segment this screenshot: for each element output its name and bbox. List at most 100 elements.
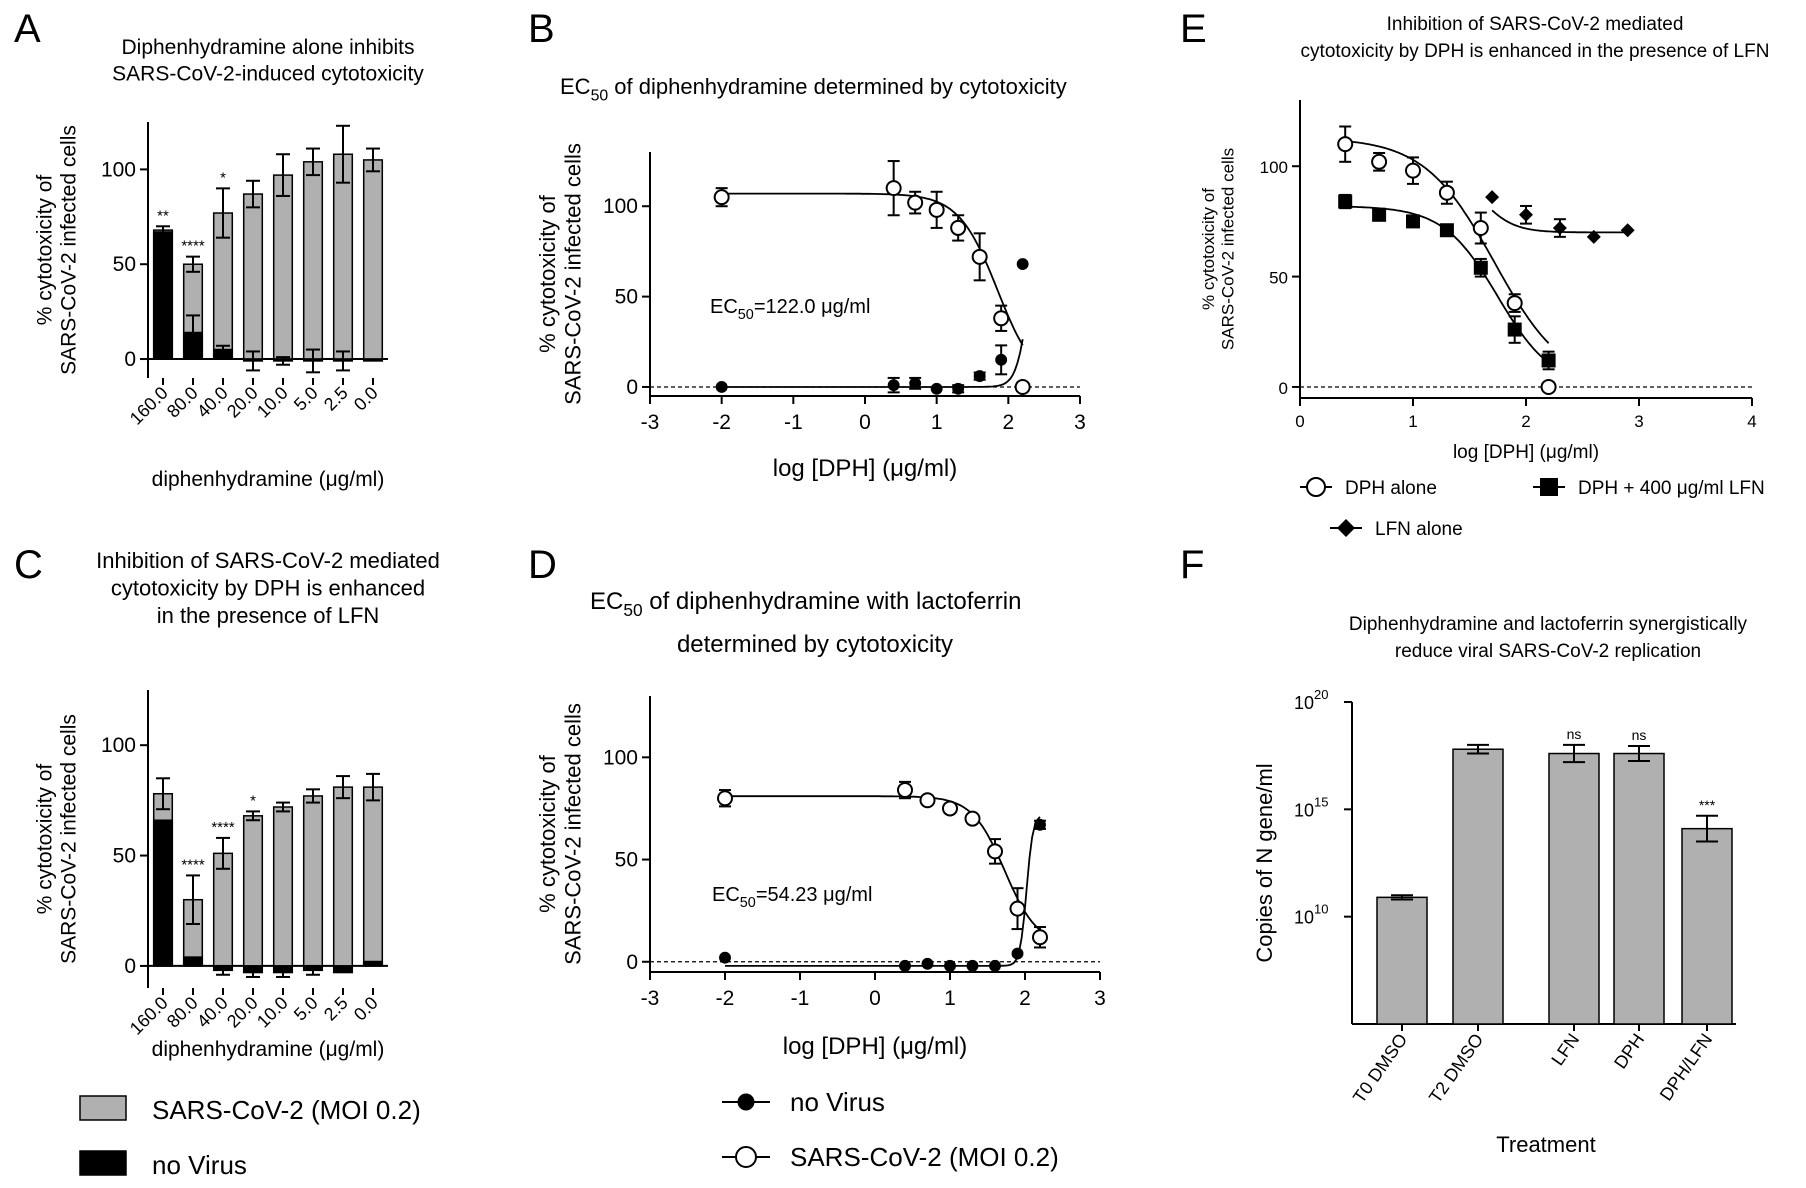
chart-title-e: cytotoxicity by DPH is enhanced in the p… <box>1301 41 1770 62</box>
data-point <box>1506 295 1523 312</box>
x-tick-label: T2 DMSO <box>1425 1030 1487 1107</box>
bar-virus <box>242 193 264 360</box>
panel-letter-a: A <box>14 7 41 51</box>
y-tick-label: 100 <box>101 734 136 757</box>
data-point <box>987 843 1003 860</box>
y-tick-label: 0 <box>626 376 638 399</box>
x-tick-label-group: 80.0 <box>163 993 202 1032</box>
x-tick-label-group: 80.0 <box>163 383 202 422</box>
x-tick-label-group: 10.0 <box>253 383 292 422</box>
x-tick-label: 40.0 <box>193 383 232 422</box>
bar-no-virus <box>182 956 204 967</box>
legend-ac: SARS-CoV-2 (MOI 0.2) no Virus <box>79 1095 421 1180</box>
legend-label: SARS-CoV-2 (MOI 0.2) <box>790 1142 1059 1172</box>
x-tick-label: 2 <box>1002 411 1014 434</box>
x-tick-label: LFN <box>1547 1030 1583 1069</box>
legend-marker <box>737 1093 755 1111</box>
data-point <box>1438 184 1455 201</box>
bar-no-virus <box>332 965 354 974</box>
data-point <box>1014 378 1031 395</box>
x-tick-label: 5.0 <box>290 993 322 1025</box>
data-point <box>930 382 943 395</box>
data-point <box>907 194 924 211</box>
x-tick-label-group: 2.5 <box>320 383 352 415</box>
chart-title: Inhibition of SARS-CoV-2 mediated <box>96 548 440 573</box>
x-tick-label: -1 <box>791 987 810 1010</box>
bar-virus <box>362 159 384 360</box>
data-point <box>1586 229 1601 244</box>
x-tick-label: 0.0 <box>350 993 382 1025</box>
x-axis-title: log [DPH] (μg/ml) <box>783 1033 968 1060</box>
x-tick-label-group: 10.0 <box>253 993 292 1032</box>
legend-marker <box>735 1146 757 1168</box>
data-point <box>1406 214 1420 229</box>
data-point <box>1337 136 1354 153</box>
legend-swatch <box>79 1095 127 1121</box>
panel-a: Diphenhydramine alone inhibits SARS-CoV-2… <box>33 36 424 491</box>
y-tick-label: 0 <box>1279 379 1288 398</box>
significance-label: ns <box>1567 726 1582 742</box>
data-point <box>1016 258 1029 271</box>
bar-treatment <box>1376 896 1428 1025</box>
panel-letter-b: B <box>528 7 555 51</box>
data-point <box>717 790 733 807</box>
legend-marker <box>1306 477 1326 497</box>
x-tick-label: 3 <box>1634 412 1643 431</box>
chart-title: cytotoxicity by DPH is enhanced <box>111 576 425 601</box>
x-tick-label: 10.0 <box>253 383 292 422</box>
data-point <box>1439 223 1454 238</box>
y-tick-exponent: 10 <box>1314 902 1328 917</box>
x-tick-label: -2 <box>712 411 731 434</box>
panel-b: 0 50 100 -3 -2 -1 0 1 2 3 log [DPH] (μg/ml) % cytot… <box>535 143 1086 482</box>
bar-virus <box>272 174 294 360</box>
legend-e: DPH alone DPH + 400 μg/ml LFN LFN alone <box>1300 477 1765 540</box>
x-tick-label-group: LFN <box>1547 1030 1583 1069</box>
panel-letter-c: C <box>14 543 43 587</box>
y-tick-label: 10 <box>1294 693 1314 713</box>
y-axis-title-line: Copies of N gene/ml <box>1252 763 1277 962</box>
significance-label: ** <box>157 207 169 224</box>
x-tick-label: 1 <box>931 411 943 434</box>
x-tick-label: -3 <box>641 987 660 1010</box>
x-tick-label-group: T0 DMSO <box>1349 1030 1411 1107</box>
significance-label: **** <box>181 856 205 873</box>
x-tick-label: 0 <box>869 987 881 1010</box>
data-point <box>1472 220 1489 237</box>
panel-d: 0 50 100 -3 -2 -1 0 1 2 3 log [DPH] (μg/ml) % cytot… <box>535 696 1106 1060</box>
legend-label: no Virus <box>790 1087 885 1117</box>
data-point <box>1032 929 1048 946</box>
y-tick-label: 100 <box>101 158 136 181</box>
x-tick-label-group: DPH/LFN <box>1656 1030 1717 1105</box>
significance-label: ns <box>1632 727 1647 743</box>
legend-swatch <box>79 1150 127 1176</box>
y-tick-label: 100 <box>603 746 638 769</box>
y-axis-title: % cytotoxicity of SARS-CoV-2 infected cel… <box>1199 148 1238 350</box>
panel-c: Inhibition of SARS-CoV-2 mediated cytotox… <box>33 548 440 1061</box>
x-tick-label-group: 40.0 <box>193 993 232 1032</box>
chart-title: Diphenhydramine alone inhibits <box>121 36 414 59</box>
y-tick-exponent: 15 <box>1314 794 1328 809</box>
fit-curve <box>725 816 1041 967</box>
y-axis-title: % cytotoxicity of SARS-CoV-2 infected cel… <box>535 143 585 405</box>
data-point <box>1541 353 1556 368</box>
data-point <box>1519 207 1533 222</box>
data-point <box>1552 221 1567 236</box>
y-axis-title: % cytotoxicity of SARS-CoV-2 infected cel… <box>535 703 585 965</box>
x-tick-label: DPH <box>1610 1030 1648 1073</box>
chart-title-e: Inhibition of SARS-CoV-2 mediated <box>1387 14 1684 35</box>
x-tick-label: DPH/LFN <box>1656 1030 1717 1105</box>
y-tick-label: 10 <box>1294 800 1314 820</box>
data-point <box>1371 153 1388 170</box>
y-axis-title-line: % cytotoxicity of <box>33 175 56 326</box>
significance-label: * <box>220 169 226 186</box>
bar-virus <box>332 786 354 967</box>
fit-curve <box>725 795 1041 931</box>
x-tick-label: 5.0 <box>290 383 322 415</box>
x-tick-label-group: 2.5 <box>320 993 352 1025</box>
y-axis-title-line: % cytotoxicity of <box>535 194 560 353</box>
data-point <box>921 957 934 970</box>
x-tick-label: 2.5 <box>320 383 352 415</box>
x-tick-label: 1 <box>1408 412 1417 431</box>
x-tick-label: -2 <box>716 987 735 1010</box>
